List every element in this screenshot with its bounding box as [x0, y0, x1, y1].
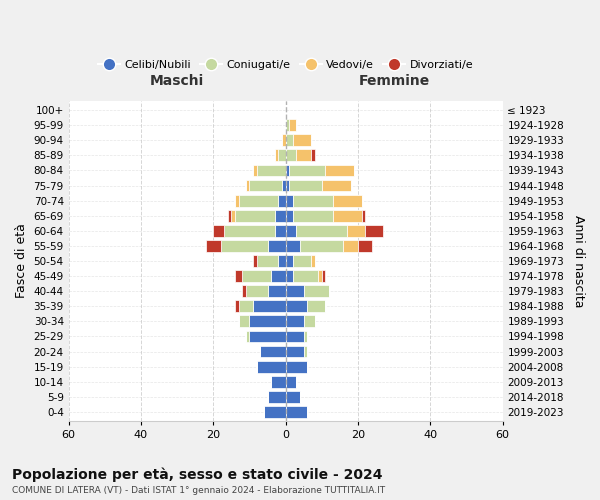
Bar [286, 406, 307, 418]
Bar [275, 225, 286, 236]
Bar [296, 225, 347, 236]
Bar [286, 346, 304, 358]
Bar [286, 195, 293, 206]
Bar [246, 180, 250, 192]
Bar [253, 300, 286, 312]
Bar [235, 210, 275, 222]
Bar [253, 164, 257, 176]
Bar [278, 195, 286, 206]
Bar [268, 240, 286, 252]
Bar [275, 210, 286, 222]
Bar [246, 286, 268, 297]
Bar [264, 406, 286, 418]
Bar [271, 270, 286, 282]
Bar [232, 210, 235, 222]
Bar [293, 134, 311, 146]
Bar [239, 300, 253, 312]
Bar [343, 240, 358, 252]
Bar [278, 255, 286, 267]
Bar [286, 270, 293, 282]
Bar [224, 225, 275, 236]
Bar [325, 164, 355, 176]
Bar [318, 270, 322, 282]
Bar [332, 195, 362, 206]
Bar [307, 300, 325, 312]
Bar [239, 316, 250, 328]
Bar [250, 180, 282, 192]
Bar [304, 330, 307, 342]
Legend: Celibi/Nubili, Coniugati/e, Vedovi/e, Divorziati/e: Celibi/Nubili, Coniugati/e, Vedovi/e, Di… [94, 56, 478, 74]
Bar [282, 180, 286, 192]
Bar [260, 346, 286, 358]
Text: Femmine: Femmine [358, 74, 430, 88]
Bar [257, 361, 286, 372]
Text: Maschi: Maschi [150, 74, 204, 88]
Bar [271, 376, 286, 388]
Bar [257, 164, 286, 176]
Bar [286, 180, 289, 192]
Bar [275, 150, 278, 162]
Text: COMUNE DI LATERA (VT) - Dati ISTAT 1° gennaio 2024 - Elaborazione TUTTITALIA.IT: COMUNE DI LATERA (VT) - Dati ISTAT 1° ge… [12, 486, 385, 495]
Bar [239, 195, 278, 206]
Bar [228, 210, 232, 222]
Bar [282, 134, 286, 146]
Bar [286, 120, 289, 131]
Bar [286, 150, 296, 162]
Bar [286, 376, 296, 388]
Bar [289, 180, 322, 192]
Bar [296, 150, 311, 162]
Bar [213, 225, 224, 236]
Bar [332, 210, 362, 222]
Bar [362, 210, 365, 222]
Bar [365, 225, 383, 236]
Bar [286, 255, 293, 267]
Bar [322, 180, 350, 192]
Bar [286, 361, 307, 372]
Bar [246, 330, 250, 342]
Bar [250, 330, 286, 342]
Bar [242, 286, 246, 297]
Bar [293, 255, 311, 267]
Bar [206, 240, 221, 252]
Bar [289, 120, 296, 131]
Bar [286, 134, 293, 146]
Bar [235, 300, 239, 312]
Text: Popolazione per età, sesso e stato civile - 2024: Popolazione per età, sesso e stato civil… [12, 468, 383, 482]
Bar [257, 255, 278, 267]
Y-axis label: Fasce di età: Fasce di età [15, 224, 28, 298]
Bar [311, 255, 314, 267]
Bar [286, 391, 300, 402]
Bar [322, 270, 325, 282]
Bar [358, 240, 373, 252]
Bar [286, 210, 293, 222]
Bar [289, 164, 325, 176]
Bar [300, 240, 343, 252]
Bar [242, 270, 271, 282]
Bar [311, 150, 314, 162]
Bar [286, 316, 304, 328]
Bar [268, 391, 286, 402]
Bar [235, 195, 239, 206]
Bar [293, 210, 332, 222]
Bar [293, 195, 332, 206]
Bar [286, 225, 296, 236]
Y-axis label: Anni di nascita: Anni di nascita [572, 215, 585, 308]
Bar [293, 270, 318, 282]
Bar [286, 240, 300, 252]
Bar [268, 286, 286, 297]
Bar [286, 286, 304, 297]
Bar [304, 286, 329, 297]
Bar [347, 225, 365, 236]
Bar [286, 330, 304, 342]
Bar [286, 300, 307, 312]
Bar [278, 150, 286, 162]
Bar [286, 164, 289, 176]
Bar [221, 240, 268, 252]
Bar [250, 316, 286, 328]
Bar [253, 255, 257, 267]
Bar [304, 346, 307, 358]
Bar [304, 316, 314, 328]
Bar [235, 270, 242, 282]
